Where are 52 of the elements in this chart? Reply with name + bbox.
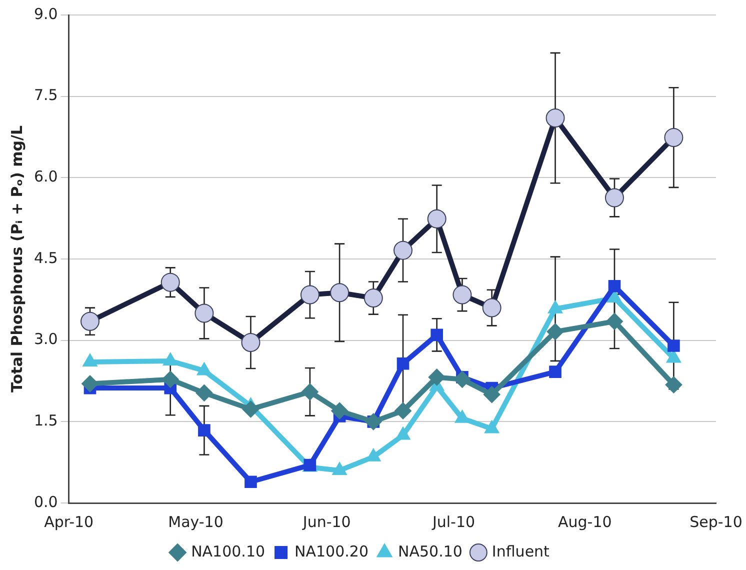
y-tick-label: 0.0 xyxy=(34,492,58,511)
x-tick-label: May-10 xyxy=(168,512,224,531)
legend-label: NA100.20 xyxy=(294,542,369,560)
point xyxy=(244,476,257,488)
point xyxy=(160,272,180,292)
y-axis-title: Total Phosphorus (Pᵢ + Pₒ) mg/L xyxy=(8,125,26,392)
point xyxy=(301,383,318,400)
point xyxy=(608,280,621,292)
point xyxy=(80,312,100,331)
x-tick-label: Aug-10 xyxy=(558,512,612,531)
point xyxy=(454,370,471,388)
point xyxy=(549,366,562,378)
point xyxy=(196,384,213,402)
y-tick-label: 9.0 xyxy=(34,4,58,23)
point xyxy=(664,128,684,148)
point xyxy=(606,312,623,330)
point xyxy=(546,323,564,340)
point xyxy=(300,285,320,304)
point xyxy=(331,402,348,420)
point xyxy=(330,283,350,302)
point xyxy=(482,298,502,318)
point xyxy=(162,370,179,388)
x-tick-label: Jun-10 xyxy=(302,512,351,531)
point xyxy=(483,386,500,404)
x-tick-label: Sep-10 xyxy=(690,512,742,531)
point xyxy=(82,375,99,392)
y-tick-label: 1.5 xyxy=(34,412,58,430)
point xyxy=(668,340,680,352)
point xyxy=(241,333,260,352)
point xyxy=(452,285,472,304)
point xyxy=(430,328,443,342)
point xyxy=(242,400,260,418)
legend-label: NA100.10 xyxy=(191,542,266,560)
point xyxy=(194,304,214,323)
point xyxy=(394,240,412,260)
point xyxy=(394,402,412,420)
x-tick-label: Jul-10 xyxy=(431,512,476,531)
point xyxy=(364,288,383,308)
y-tick-label: 4.5 xyxy=(34,248,58,267)
point xyxy=(428,368,446,386)
x-tick-label: Apr-10 xyxy=(44,512,94,531)
y-tick-label: 3.0 xyxy=(34,330,58,348)
point xyxy=(198,424,210,436)
point xyxy=(546,108,565,128)
point xyxy=(665,376,682,394)
y-tick-label: 6.0 xyxy=(34,168,58,186)
legend-label: Influent xyxy=(492,542,550,560)
point xyxy=(396,357,410,370)
point xyxy=(604,188,624,208)
point xyxy=(427,209,446,228)
legend-label: NA50.10 xyxy=(398,542,462,560)
y-tick-label: 7.5 xyxy=(34,86,58,104)
